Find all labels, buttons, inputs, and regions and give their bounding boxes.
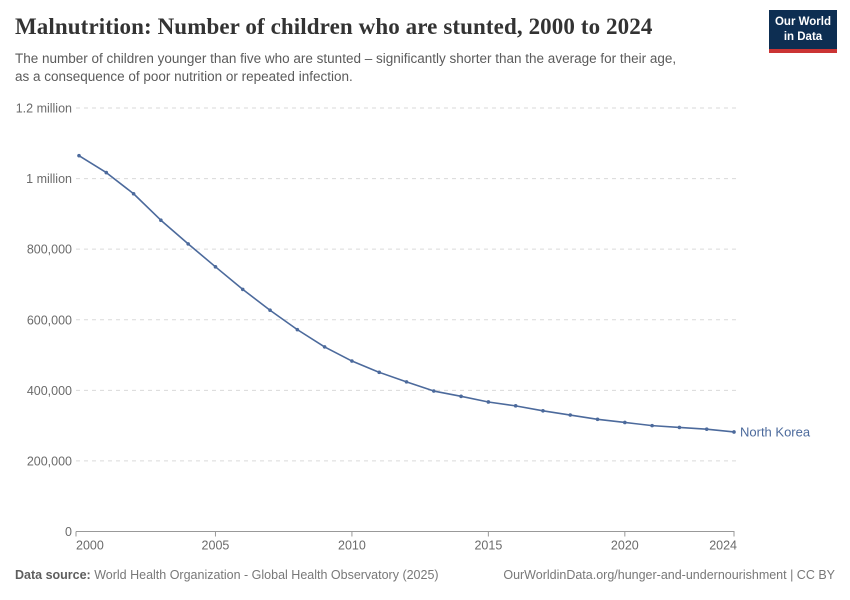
data-point [704, 427, 709, 431]
owid-logo-line1: Our World [774, 15, 831, 28]
x-axis-tick-label: 2020 [611, 539, 639, 553]
data-point [459, 394, 463, 399]
data-point [104, 170, 109, 175]
data-source-text: World Health Organization - Global Healt… [90, 568, 439, 582]
data-point [404, 380, 409, 384]
owid-logo-line2: in Data [783, 30, 823, 43]
y-axis-tick-label: 1 million [26, 172, 72, 186]
data-point [186, 242, 190, 246]
data-point [486, 400, 491, 404]
y-axis-tick-label: 400,000 [27, 384, 72, 398]
data-point [431, 389, 436, 393]
y-axis-tick-label: 0 [65, 525, 72, 539]
data-point [322, 345, 327, 349]
data-source-label: Data source: [15, 568, 91, 582]
x-axis-tick-label: 2024 [709, 539, 737, 553]
data-point [240, 287, 245, 292]
data-point [568, 413, 573, 417]
chart-subtitle-line1: The number of children younger than five… [15, 51, 677, 66]
chart-plot-area: 0 200,000 400,000 600,000 800,000 1 million 1.… [0, 95, 850, 560]
data-point [650, 423, 654, 428]
chart-subtitle-line2: as a consequence of poor nutrition or re… [15, 68, 353, 84]
series-label-north-korea[interactable]: North Korea [740, 424, 811, 439]
data-point [213, 265, 218, 269]
chart-title: Malnutrition: Number of children who are… [15, 14, 653, 39]
data-point [295, 327, 300, 332]
data-point [541, 409, 545, 413]
data-point [623, 420, 627, 425]
y-axis-tick-label: 1.2 million [16, 102, 72, 116]
data-point [77, 153, 81, 158]
data-point [350, 359, 354, 363]
data-point [595, 417, 600, 422]
data-point [268, 308, 272, 313]
data-point [732, 430, 736, 434]
owid-url-license[interactable]: OurWorldinData.org/hunger-and-undernouri… [503, 568, 835, 582]
owid-logo[interactable]: Our World in Data [769, 10, 837, 53]
y-axis-tick-label: 600,000 [27, 313, 72, 327]
x-axis-tick-label: 2000 [76, 539, 104, 553]
data-point [159, 218, 163, 223]
x-axis-tick-label: 2010 [338, 539, 366, 553]
chart-subtitle: The number of children younger than five… [15, 50, 760, 85]
chart-footer: Data source: World Health Organization -… [15, 568, 835, 582]
x-axis-tick-label: 2005 [202, 539, 230, 553]
data-point [677, 425, 682, 430]
y-axis-tick-label: 200,000 [27, 454, 72, 468]
data-point [377, 370, 382, 375]
chart-header: Malnutrition: Number of children who are… [15, 14, 760, 85]
data-point [513, 404, 518, 408]
data-point [131, 191, 136, 196]
data-source[interactable]: Data source: World Health Organization -… [15, 568, 439, 582]
line-chart: 0 200,000 400,000 600,000 800,000 1 million 1.… [16, 102, 811, 553]
x-axis-tick-label: 2015 [474, 539, 502, 553]
y-axis-tick-label: 800,000 [27, 243, 72, 257]
